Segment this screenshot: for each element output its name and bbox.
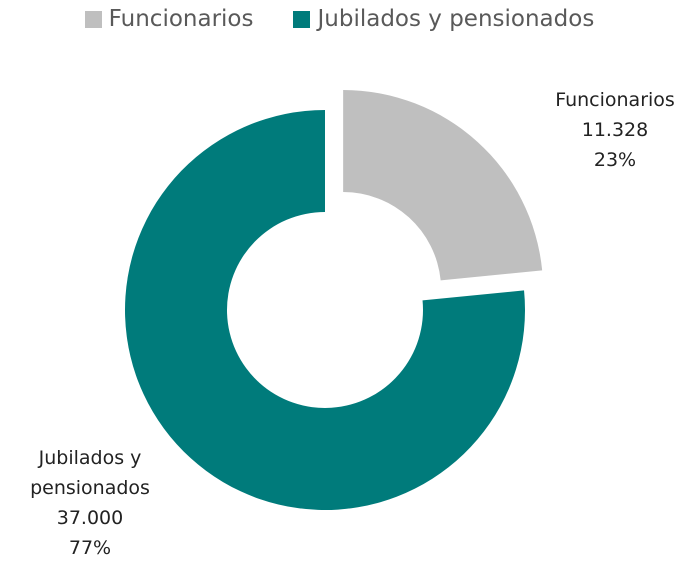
- legend-label: Funcionarios: [108, 6, 254, 32]
- label-percent: 23%: [593, 149, 637, 171]
- data-label: Jubilados y pensionados 37.000 77%: [20, 443, 160, 563]
- data-label: Funcionarios 11.328 23%: [545, 85, 679, 175]
- label-category: Funcionarios: [555, 89, 675, 111]
- legend-swatch: [84, 10, 102, 28]
- label-value: 37.000: [56, 507, 124, 529]
- label-value: 11.328: [581, 119, 649, 141]
- legend-swatch: [293, 10, 311, 28]
- donut-slice: [125, 110, 526, 510]
- label-percent: 77%: [68, 537, 112, 559]
- legend-item: Funcionarios: [84, 6, 254, 32]
- label-category: Jubilados y pensionados: [30, 447, 150, 499]
- legend-label: Jubilados y pensionados: [317, 6, 595, 32]
- legend: Funcionarios Jubilados y pensionados: [0, 6, 679, 32]
- legend-item: Jubilados y pensionados: [293, 6, 594, 32]
- donut-slice: [343, 89, 543, 281]
